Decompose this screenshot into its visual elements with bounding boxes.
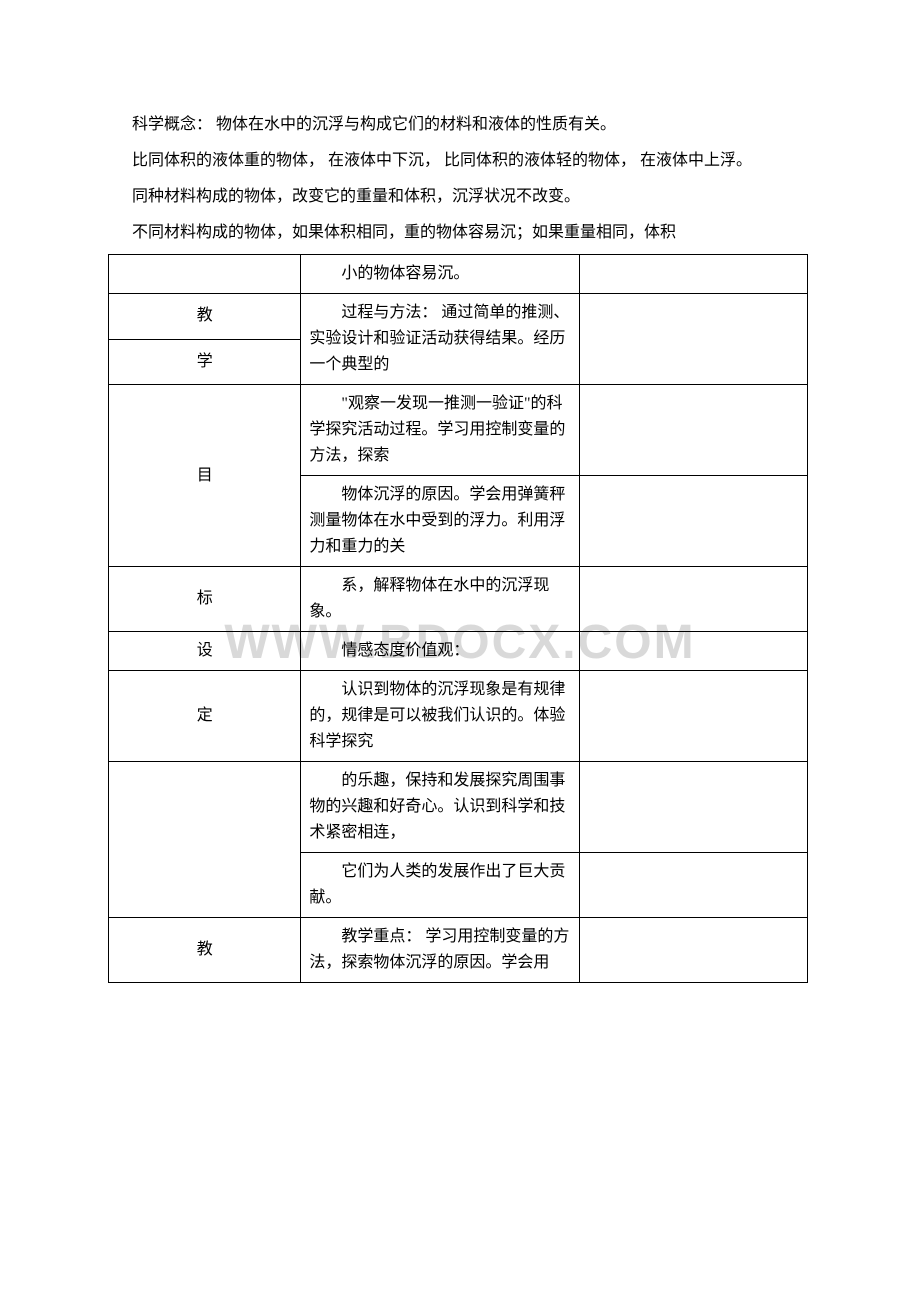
table-cell-label: 教	[109, 918, 301, 983]
table-cell-label: 设	[109, 632, 301, 671]
table-cell-content: 它们为人类的发展作出了巨大贡献。	[301, 853, 580, 918]
table-cell-label	[109, 762, 301, 918]
paragraph: 不同材料构成的物体，如果体积相同，重的物体容易沉；如果重量相同，体积	[100, 218, 820, 248]
table-row: 的乐趣，保持和发展探究周围事物的兴趣和好奇心。认识到科学和技术紧密相连，	[109, 762, 808, 853]
table-cell-content: 认识到物体的沉浮现象是有规律的，规律是可以被我们认识的。体验科学探究	[301, 671, 580, 762]
paragraph: 比同体积的液体重的物体， 在液体中下沉， 比同体积的液体轻的物体， 在液体中上浮…	[100, 146, 820, 176]
table-row: 教 教学重点： 学习用控制变量的方法，探索物体沉浮的原因。学会用	[109, 918, 808, 983]
table-cell-empty	[580, 476, 808, 567]
table-row: 小的物体容易沉。	[109, 255, 808, 294]
table-cell-content: 情感态度价值观：	[301, 632, 580, 671]
table-row: 设 情感态度价值观：	[109, 632, 808, 671]
table-row: 定 认识到物体的沉浮现象是有规律的，规律是可以被我们认识的。体验科学探究	[109, 671, 808, 762]
paragraph: 同种材料构成的物体，改变它的重量和体积，沉浮状况不改变。	[100, 182, 820, 212]
content-layer: 科学概念： 物体在水中的沉浮与构成它们的材料和液体的性质有关。 比同体积的液体重…	[100, 110, 820, 983]
table-row: 目 "观察一发现一推测一验证"的科学探究活动过程。学习用控制变量的方法，探索	[109, 385, 808, 476]
content-table: 小的物体容易沉。 教 过程与方法： 通过简单的推测、实验设计和验证活动获得结果。…	[108, 254, 808, 983]
table-cell-empty	[580, 255, 808, 294]
table-cell-empty	[580, 567, 808, 632]
table-cell-content: 系，解释物体在水中的沉浮现象。	[301, 567, 580, 632]
table-cell-empty	[580, 385, 808, 476]
table-cell-label: 教	[109, 294, 301, 340]
table-cell-content: 教学重点： 学习用控制变量的方法，探索物体沉浮的原因。学会用	[301, 918, 580, 983]
table-cell-content: 小的物体容易沉。	[301, 255, 580, 294]
table-row: 教 过程与方法： 通过简单的推测、实验设计和验证活动获得结果。经历一个典型的	[109, 294, 808, 340]
table-cell-empty	[580, 671, 808, 762]
table-cell-label: 学	[109, 339, 301, 385]
table-cell-label: 目	[109, 385, 301, 567]
page: WWW.BDOCX.COM 科学概念： 物体在水中的沉浮与构成它们的材料和液体的…	[0, 0, 920, 1302]
table-row: 标 系，解释物体在水中的沉浮现象。	[109, 567, 808, 632]
table-cell-empty	[580, 294, 808, 385]
table-cell-empty	[580, 632, 808, 671]
table-cell-label	[109, 255, 301, 294]
table-cell-content: "观察一发现一推测一验证"的科学探究活动过程。学习用控制变量的方法，探索	[301, 385, 580, 476]
table-cell-label: 定	[109, 671, 301, 762]
table-cell-content: 过程与方法： 通过简单的推测、实验设计和验证活动获得结果。经历一个典型的	[301, 294, 580, 385]
table-cell-label: 标	[109, 567, 301, 632]
table-cell-content: 的乐趣，保持和发展探究周围事物的兴趣和好奇心。认识到科学和技术紧密相连，	[301, 762, 580, 853]
table-cell-content: 物体沉浮的原因。学会用弹簧秤测量物体在水中受到的浮力。利用浮力和重力的关	[301, 476, 580, 567]
paragraph: 科学概念： 物体在水中的沉浮与构成它们的材料和液体的性质有关。	[100, 110, 820, 140]
table-cell-empty	[580, 853, 808, 918]
table-cell-empty	[580, 762, 808, 853]
table-cell-empty	[580, 918, 808, 983]
